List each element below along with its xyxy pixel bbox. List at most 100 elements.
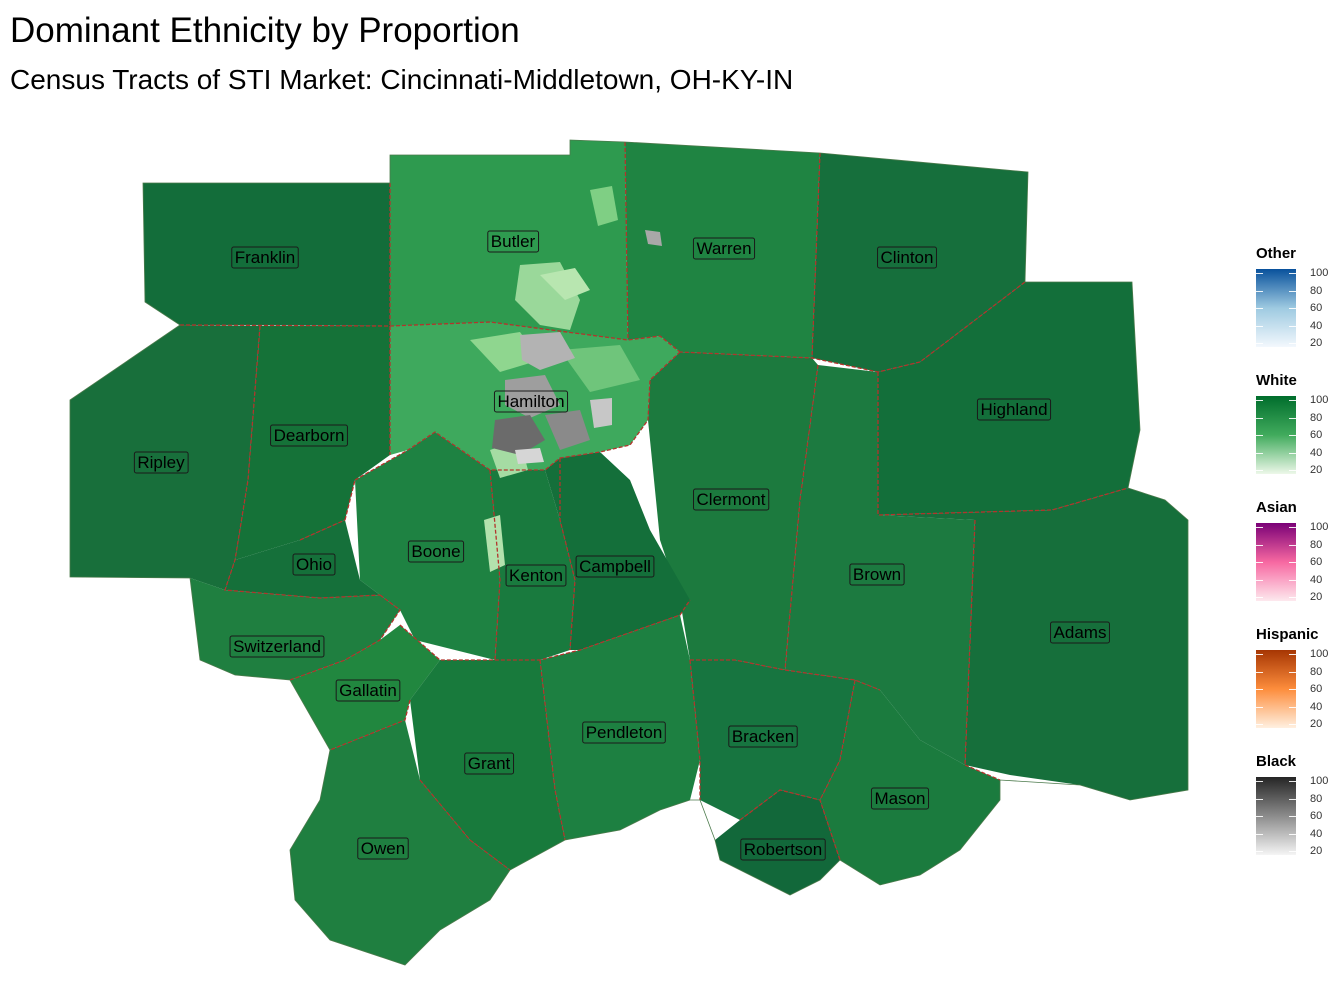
legend-title: White — [1256, 372, 1297, 389]
county-robertson — [715, 790, 840, 895]
county-adams — [878, 488, 1188, 800]
county-dearborn — [235, 326, 390, 560]
legend-ticks: 100 80 60 40 20 — [1310, 394, 1340, 476]
legend-tick-label: 100 — [1310, 775, 1329, 787]
county-bracken — [690, 660, 855, 820]
county-warren — [625, 142, 820, 358]
county-label-box — [357, 837, 409, 860]
county-label-text: Ohio — [296, 555, 332, 574]
county-label-text: Butler — [491, 232, 536, 251]
county-label-text: Dearborn — [274, 426, 345, 445]
tract-light-green — [590, 186, 618, 226]
county-brown — [785, 365, 975, 765]
legend-tick-label: 40 — [1310, 319, 1323, 332]
county-label-text: Boone — [411, 542, 460, 561]
legend-tick-label: 80 — [1310, 665, 1323, 678]
county-label-dearborn: Dearborn — [270, 424, 348, 447]
county-owen — [290, 720, 510, 965]
county-label-text: Campbell — [579, 557, 651, 576]
county-labels: Franklin Butler Warren Clinton Hamilton Highl… — [133, 230, 1110, 861]
county-label-box — [693, 488, 770, 511]
legend-ticks: 100 80 60 40 20 — [1310, 521, 1340, 603]
county-label-text: Clermont — [697, 490, 766, 509]
county-label-butler: Butler — [487, 230, 540, 253]
legend-title: Hispanic — [1256, 626, 1319, 643]
county-label-box — [976, 398, 1052, 421]
county-label-box — [270, 424, 348, 447]
county-pendleton — [540, 615, 700, 840]
county-label-text: Warren — [696, 239, 751, 258]
legend-colorbar — [1256, 523, 1296, 601]
county-label-box — [740, 838, 826, 861]
legend-tick-label: 80 — [1310, 538, 1323, 551]
county-label-mason: Mason — [870, 787, 930, 810]
legend-ticks: 100 80 60 40 20 — [1310, 775, 1340, 857]
legend-tick-label: 60 — [1310, 302, 1323, 314]
county-clinton — [812, 153, 1028, 372]
county-label-owen: Owen — [357, 837, 409, 860]
tract-gray — [515, 448, 544, 464]
legend-tick-label: 20 — [1310, 464, 1323, 476]
legend-tick-label: 80 — [1310, 411, 1323, 424]
legend-tick-label: 20 — [1310, 718, 1323, 730]
tract-gray — [645, 230, 662, 246]
county-label-pendleton: Pendleton — [582, 721, 666, 744]
county-label-text: Adams — [1054, 623, 1107, 642]
county-label-box — [877, 246, 937, 269]
county-clermont — [648, 352, 818, 670]
legend-tick-label: 20 — [1310, 591, 1323, 603]
legend-tick-label: 100 — [1310, 267, 1329, 279]
tract-gray — [492, 415, 545, 455]
county-campbell — [545, 452, 690, 650]
county-ripley — [70, 325, 260, 590]
county-label-franklin: Franklin — [231, 246, 299, 269]
county-mason — [820, 680, 1000, 885]
county-label-text: Pendleton — [586, 723, 663, 742]
legend-ticks: 100 80 60 40 20 — [1310, 267, 1340, 349]
county-label-box — [464, 752, 515, 775]
county-label-switzerland: Switzerland — [229, 635, 325, 658]
choropleth-map: Franklin Butler Warren Clinton Hamilton Highl… — [69, 139, 1189, 966]
county-label-text: Franklin — [235, 248, 295, 267]
county-gallatin — [290, 625, 440, 750]
county-label-box — [582, 721, 666, 744]
county-label-brown: Brown — [849, 563, 905, 586]
county-franklin — [143, 183, 390, 326]
tract-patches — [470, 186, 662, 572]
legend-tick-label: 100 — [1310, 521, 1329, 533]
legend-colorbar — [1256, 269, 1296, 347]
county-label-text: Ripley — [137, 453, 185, 472]
legend-colorbar — [1256, 650, 1296, 728]
legend-tick-label: 60 — [1310, 429, 1323, 441]
county-label-box — [407, 540, 465, 563]
legend-tick-label: 100 — [1310, 648, 1329, 660]
county-label-box — [229, 635, 325, 658]
county-label-box — [493, 390, 569, 413]
legend-tick-label: 40 — [1310, 700, 1323, 713]
county-label-warren: Warren — [692, 237, 756, 260]
tract-light-green — [560, 345, 640, 392]
county-ohio — [225, 520, 380, 598]
county-label-box — [335, 679, 401, 702]
county-label-box — [870, 787, 930, 810]
county-label-highland: Highland — [976, 398, 1052, 421]
county-label-hamilton: Hamilton — [493, 390, 569, 413]
legend-white: White 100 80 60 40 20 — [1256, 372, 1340, 499]
county-label-gallatin: Gallatin — [335, 679, 401, 702]
tract-light-green — [540, 268, 590, 300]
county-grant — [410, 660, 565, 870]
legend-colorbar — [1256, 777, 1296, 855]
county-label-ripley: Ripley — [133, 451, 189, 474]
county-label-text: Kenton — [509, 566, 563, 585]
county-label-clermont: Clermont — [693, 488, 770, 511]
county-label-text: Owen — [361, 839, 405, 858]
county-label-text: Brown — [853, 565, 901, 584]
county-label-box — [1050, 621, 1110, 644]
legend: Other 100 80 60 40 20 White 100 80 60 40 20 Asian 100… — [1256, 245, 1340, 880]
legend-tick-label: 20 — [1310, 337, 1323, 349]
county-label-text: Clinton — [881, 248, 934, 267]
legend-ticks: 100 80 60 40 20 — [1310, 648, 1340, 730]
county-label-box — [487, 230, 540, 253]
county-label-box — [505, 564, 567, 587]
tract-gray — [590, 398, 612, 428]
